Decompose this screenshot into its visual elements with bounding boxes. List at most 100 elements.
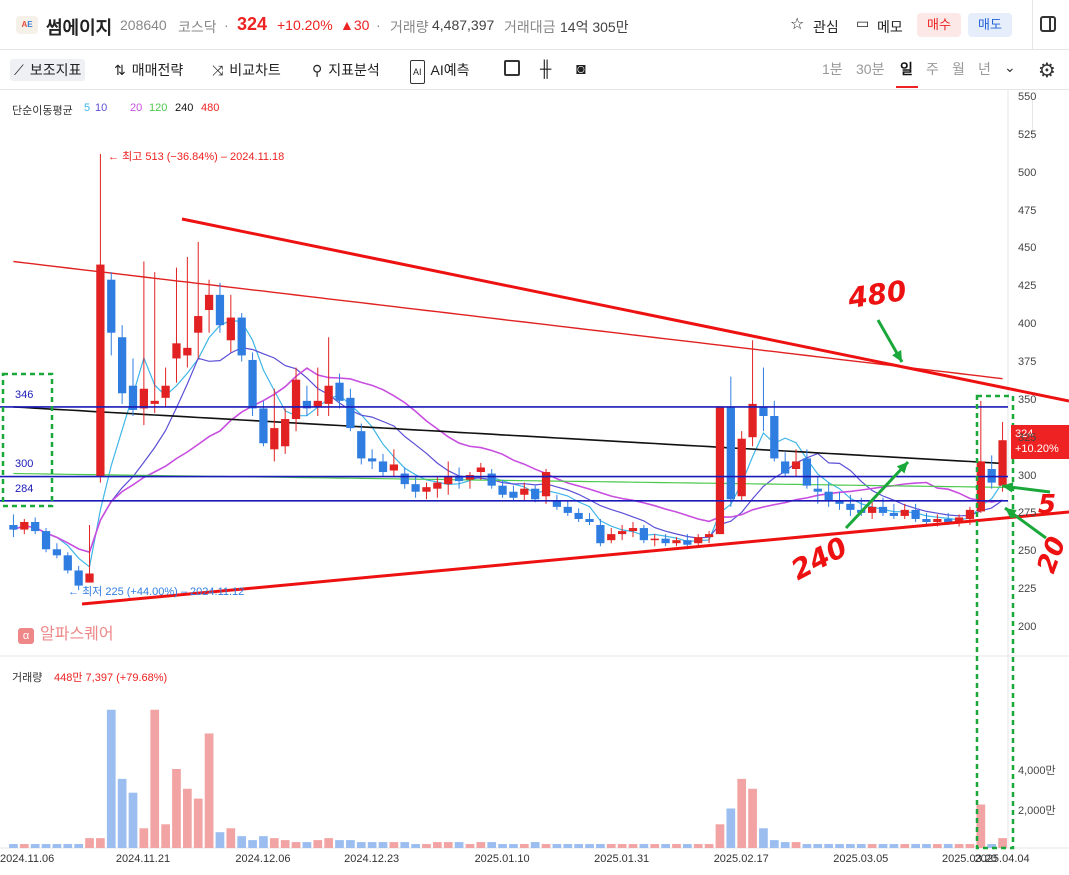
ma-legend-10[interactable]: 10: [95, 102, 108, 114]
arrows-updown-icon: ⇅: [114, 62, 126, 78]
volume-bar: [617, 844, 627, 848]
period-1min[interactable]: 1분: [822, 61, 843, 77]
y-tick-label: 250: [1018, 545, 1037, 558]
volume-bar: [400, 842, 410, 848]
volume-legend-value: 448만 7,397 (+79.68%): [54, 672, 168, 684]
volume-bar: [41, 844, 51, 848]
candle-body: [748, 403, 757, 438]
volume-bar: [74, 844, 83, 848]
volume-bar: [878, 844, 888, 848]
candle-analysis-icon: ⚲: [312, 62, 323, 78]
volume-bar: [704, 844, 714, 848]
volume-bar: [465, 844, 475, 848]
period-year[interactable]: 년: [978, 61, 991, 77]
y-tick-label: 200: [1018, 621, 1037, 633]
y-tick-label: 400: [1018, 318, 1037, 331]
compare-button[interactable]: ⤨ 비교차트: [212, 59, 281, 81]
candle-body: [63, 555, 72, 571]
candle-body: [194, 316, 203, 333]
memo-button[interactable]: 메모: [877, 19, 903, 35]
candlestick-icon[interactable]: ╫: [540, 61, 552, 78]
camera-icon[interactable]: ◙: [576, 61, 586, 78]
star-icon[interactable]: ☆: [790, 16, 805, 33]
chevron-down-icon[interactable]: ⌄: [1004, 59, 1016, 75]
period-month[interactable]: 월: [952, 61, 965, 77]
strategy-button[interactable]: ⇅ 매매전략: [114, 59, 183, 81]
sell-button[interactable]: 매도: [968, 13, 1012, 37]
volume-bar: [433, 842, 442, 848]
y-tick-label: 350: [1018, 393, 1037, 406]
market-name: 코스닥: [178, 19, 217, 35]
memo-icon[interactable]: ▭: [856, 15, 870, 31]
volume-bar: [943, 844, 953, 848]
candle-body: [672, 540, 681, 544]
volume-bar: [965, 844, 975, 848]
y-tick-label: 225: [1018, 583, 1037, 596]
volume-bar: [204, 733, 214, 848]
ai-chip-icon: AI: [410, 60, 425, 84]
volume-bar: [389, 842, 399, 848]
candle-body: [498, 485, 507, 495]
ma10-line: [13, 346, 1003, 553]
watermark-text: 알파스퀘어: [40, 626, 114, 643]
candle-body: [454, 476, 464, 482]
ma-legend-120[interactable]: 120: [149, 102, 168, 114]
candle-body: [476, 467, 485, 473]
ma5-line: [13, 319, 1004, 568]
candle-body: [802, 458, 812, 486]
candle-body: [824, 491, 833, 501]
checkbox-icon[interactable]: [504, 60, 520, 76]
analysis-button[interactable]: ⚲ 지표분석: [312, 59, 380, 81]
current-price: 324: [237, 14, 268, 34]
volume-bar: [30, 844, 40, 848]
candle-body: [85, 573, 94, 583]
volume-bar: [998, 838, 1007, 848]
ai-predict-button[interactable]: AI AI예측: [410, 59, 470, 84]
ma-legend-20[interactable]: 20: [130, 102, 143, 114]
indicators-button[interactable]: ⟋ 보조지표: [10, 59, 86, 81]
amount-value: 14억 305만: [560, 19, 629, 35]
candle-body: [574, 512, 583, 519]
candle-body: [346, 397, 355, 429]
candle-body: [74, 570, 83, 586]
candle-body: [759, 406, 768, 416]
ma-legend-5[interactable]: 5: [84, 102, 91, 114]
price-tag-change: +10.20%: [1015, 443, 1059, 455]
volume-bar: [443, 842, 453, 848]
period-selected-underline: [896, 86, 918, 88]
volume-bar: [476, 842, 486, 848]
volume-bar: [324, 838, 333, 848]
period-day[interactable]: 일: [900, 61, 913, 77]
favorite-button[interactable]: 관심: [813, 19, 839, 35]
candle-body: [737, 438, 746, 497]
volume-tick-label: 4,000만: [1018, 765, 1056, 777]
y-tick-label: 375: [1018, 356, 1037, 368]
candle-body: [237, 317, 246, 356]
volume-bar: [498, 844, 507, 848]
ma120-line: [13, 472, 1003, 488]
settings-gear-icon[interactable]: ⚙: [1038, 60, 1056, 82]
buy-button[interactable]: 매수: [917, 13, 961, 37]
ma-legend-240[interactable]: 240: [175, 102, 194, 114]
candle-body: [41, 531, 51, 550]
volume-bar: [759, 828, 768, 848]
candle-body: [781, 461, 790, 474]
volume-bar: [889, 844, 899, 848]
candle-body: [335, 382, 344, 401]
divider: [1032, 100, 1033, 140]
candle-body: [52, 549, 62, 556]
panel-toggle-icon[interactable]: [1040, 16, 1056, 32]
volume-bar: [215, 832, 225, 848]
period-week[interactable]: 주: [926, 61, 939, 77]
volume-bar: [552, 844, 562, 848]
volume-bar: [693, 844, 703, 848]
ma-legend-480[interactable]: 480: [201, 102, 220, 114]
support-trendline: [81, 510, 1069, 606]
period-30min[interactable]: 30분: [856, 61, 885, 77]
volume-bar: [172, 769, 181, 848]
volume-bar: [259, 836, 268, 848]
volume-bar: [639, 844, 649, 848]
level-284-label: 284: [15, 483, 34, 495]
ma480-line: [13, 260, 1003, 380]
